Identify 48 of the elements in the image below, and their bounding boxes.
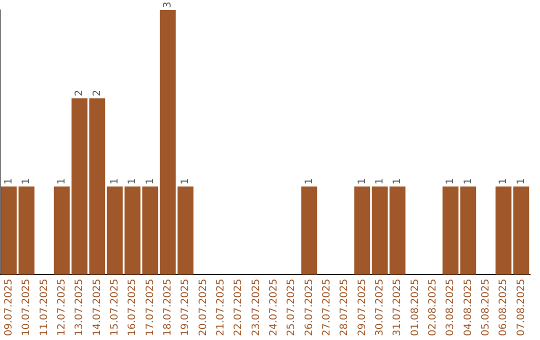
data-label: 1 bbox=[356, 178, 368, 184]
x-tick-label: 06.08.2025 bbox=[498, 278, 510, 336]
x-tick-label: 03.08.2025 bbox=[445, 278, 456, 336]
x-tick-label: 16.07.2025 bbox=[127, 278, 138, 336]
data-label: 2 bbox=[74, 90, 86, 96]
x-tick-label: 01.08.2025 bbox=[410, 278, 421, 336]
x-tick-label: 14.07.2025 bbox=[92, 278, 103, 336]
x-tick-label: 22.07.2025 bbox=[233, 278, 244, 336]
x-tick-label: 26.07.2025 bbox=[304, 278, 315, 336]
x-tick-label: 30.07.2025 bbox=[374, 278, 386, 336]
x-tick-label: 04.08.2025 bbox=[462, 278, 474, 336]
x-tick-label: 10.07.2025 bbox=[21, 278, 32, 336]
x-tick-label: 19.07.2025 bbox=[180, 278, 192, 336]
data-label: 1 bbox=[304, 178, 315, 184]
x-tick-label: 24.07.2025 bbox=[268, 278, 280, 336]
data-label: 1 bbox=[462, 178, 474, 184]
data-label: 1 bbox=[392, 178, 404, 184]
x-tick-label: 29.07.2025 bbox=[356, 278, 368, 336]
data-label: 1 bbox=[498, 178, 510, 184]
data-label: 1 bbox=[144, 178, 156, 184]
x-tick-label: 20.07.2025 bbox=[198, 278, 209, 336]
data-label: 1 bbox=[56, 178, 68, 184]
data-label: 2 bbox=[92, 90, 103, 96]
data-label: 3 bbox=[162, 2, 174, 8]
data-label: 1 bbox=[3, 178, 14, 184]
x-tick-label: 23.07.2025 bbox=[250, 278, 262, 336]
x-tick-label: 15.07.2025 bbox=[109, 278, 120, 336]
data-label: 1 bbox=[516, 178, 527, 184]
data-label: 1 bbox=[21, 178, 32, 184]
x-tick-label: 17.07.2025 bbox=[144, 278, 156, 336]
x-tick-label: 28.07.2025 bbox=[339, 278, 350, 336]
x-tick-label: 13.07.2025 bbox=[74, 278, 86, 336]
x-tick-label: 21.07.2025 bbox=[215, 278, 226, 336]
x-tick-label: 25.07.2025 bbox=[286, 278, 298, 336]
x-tick-label: 11.07.2025 bbox=[38, 278, 50, 336]
x-tick-label: 12.07.2025 bbox=[56, 278, 68, 336]
data-label: 1 bbox=[374, 178, 386, 184]
data-label: 1 bbox=[127, 178, 138, 184]
data-label: 1 bbox=[445, 178, 456, 184]
x-tick-label: 09.07.2025 bbox=[3, 278, 14, 336]
x-tick-label: 31.07.2025 bbox=[392, 278, 404, 336]
x-tick-label: 18.07.2025 bbox=[162, 278, 174, 336]
x-tick-label: 07.08.2025 bbox=[516, 278, 527, 336]
data-label: 1 bbox=[109, 178, 120, 184]
x-tick-label: 27.07.2025 bbox=[321, 278, 332, 336]
data-label: 1 bbox=[180, 178, 192, 184]
x-tick-label: 02.08.2025 bbox=[427, 278, 438, 336]
x-tick-label: 05.08.2025 bbox=[480, 278, 492, 336]
